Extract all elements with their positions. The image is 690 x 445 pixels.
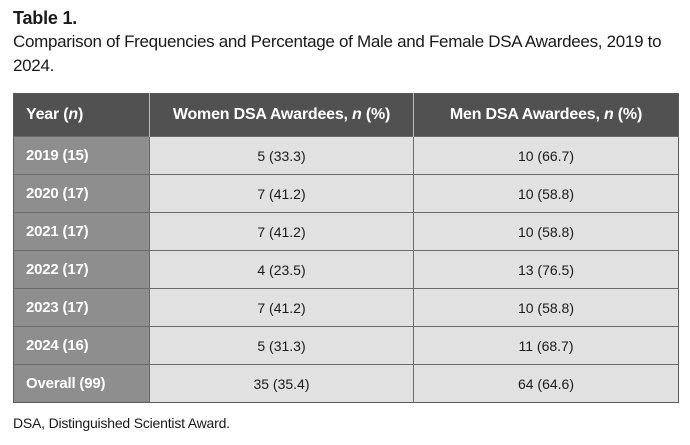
table-row-overall: Overall (99) 35 (35.4) 64 (64.6) (13, 364, 679, 403)
table-row: 2019 (15) 5 (33.3) 10 (66.7) (13, 136, 679, 175)
header-year-italic: n (68, 106, 78, 123)
header-men-italic: n (603, 106, 614, 123)
women-cell: 5 (31.3) (149, 326, 414, 365)
header-women-suffix: (%) (361, 106, 391, 123)
header-women-italic: n (352, 106, 362, 123)
men-cell: 13 (76.5) (413, 250, 679, 289)
table-footnote: DSA, Distinguished Scientist Award. (13, 415, 230, 431)
men-cell: 10 (58.8) (413, 174, 679, 213)
header-year-suffix: ) (77, 106, 84, 123)
table-caption: Table 1. Comparison of Frequencies and P… (13, 6, 678, 78)
table-row: 2024 (16) 5 (31.3) 11 (68.7) (13, 326, 679, 365)
men-cell: 10 (58.8) (413, 212, 679, 251)
header-women-text: Women DSA Awardees, (172, 106, 353, 123)
header-men: Men DSA Awardees, n (%) (413, 93, 679, 137)
women-cell: 4 (23.5) (149, 250, 414, 289)
table-row: 2023 (17) 7 (41.2) 10 (58.8) (13, 288, 679, 327)
row-year-cell: 2020 (17) (13, 174, 150, 213)
row-year-cell: Overall (99) (13, 364, 150, 403)
header-year: Year (n) (13, 93, 150, 137)
row-year-cell: 2024 (16) (13, 326, 150, 365)
men-cell: 10 (66.7) (413, 136, 679, 175)
women-cell: 7 (41.2) (149, 212, 414, 251)
row-year-cell: 2019 (15) (13, 136, 150, 175)
table-header-row: Year (n) Women DSA Awardees, n (%) Men D… (13, 93, 679, 137)
table-label: Table 1. (13, 8, 78, 28)
row-year-cell: 2021 (17) (13, 212, 150, 251)
row-year-cell: 2023 (17) (13, 288, 150, 327)
men-cell: 64 (64.6) (413, 364, 679, 403)
header-women: Women DSA Awardees, n (%) (149, 93, 414, 137)
header-men-text: Men DSA Awardees, (449, 106, 604, 123)
data-table-container: Year (n) Women DSA Awardees, n (%) Men D… (13, 93, 679, 403)
table-row: 2022 (17) 4 (23.5) 13 (76.5) (13, 250, 679, 289)
table-row: 2021 (17) 7 (41.2) 10 (58.8) (13, 212, 679, 251)
header-men-suffix: (%) (613, 106, 643, 123)
header-year-text: Year ( (26, 106, 69, 123)
table-title: Comparison of Frequencies and Percentage… (13, 32, 662, 75)
women-cell: 7 (41.2) (149, 174, 414, 213)
table-row: 2020 (17) 7 (41.2) 10 (58.8) (13, 174, 679, 213)
data-table: Year (n) Women DSA Awardees, n (%) Men D… (13, 93, 679, 403)
women-cell: 35 (35.4) (149, 364, 414, 403)
women-cell: 7 (41.2) (149, 288, 414, 327)
men-cell: 11 (68.7) (413, 326, 679, 365)
women-cell: 5 (33.3) (149, 136, 414, 175)
row-year-cell: 2022 (17) (13, 250, 150, 289)
men-cell: 10 (58.8) (413, 288, 679, 327)
